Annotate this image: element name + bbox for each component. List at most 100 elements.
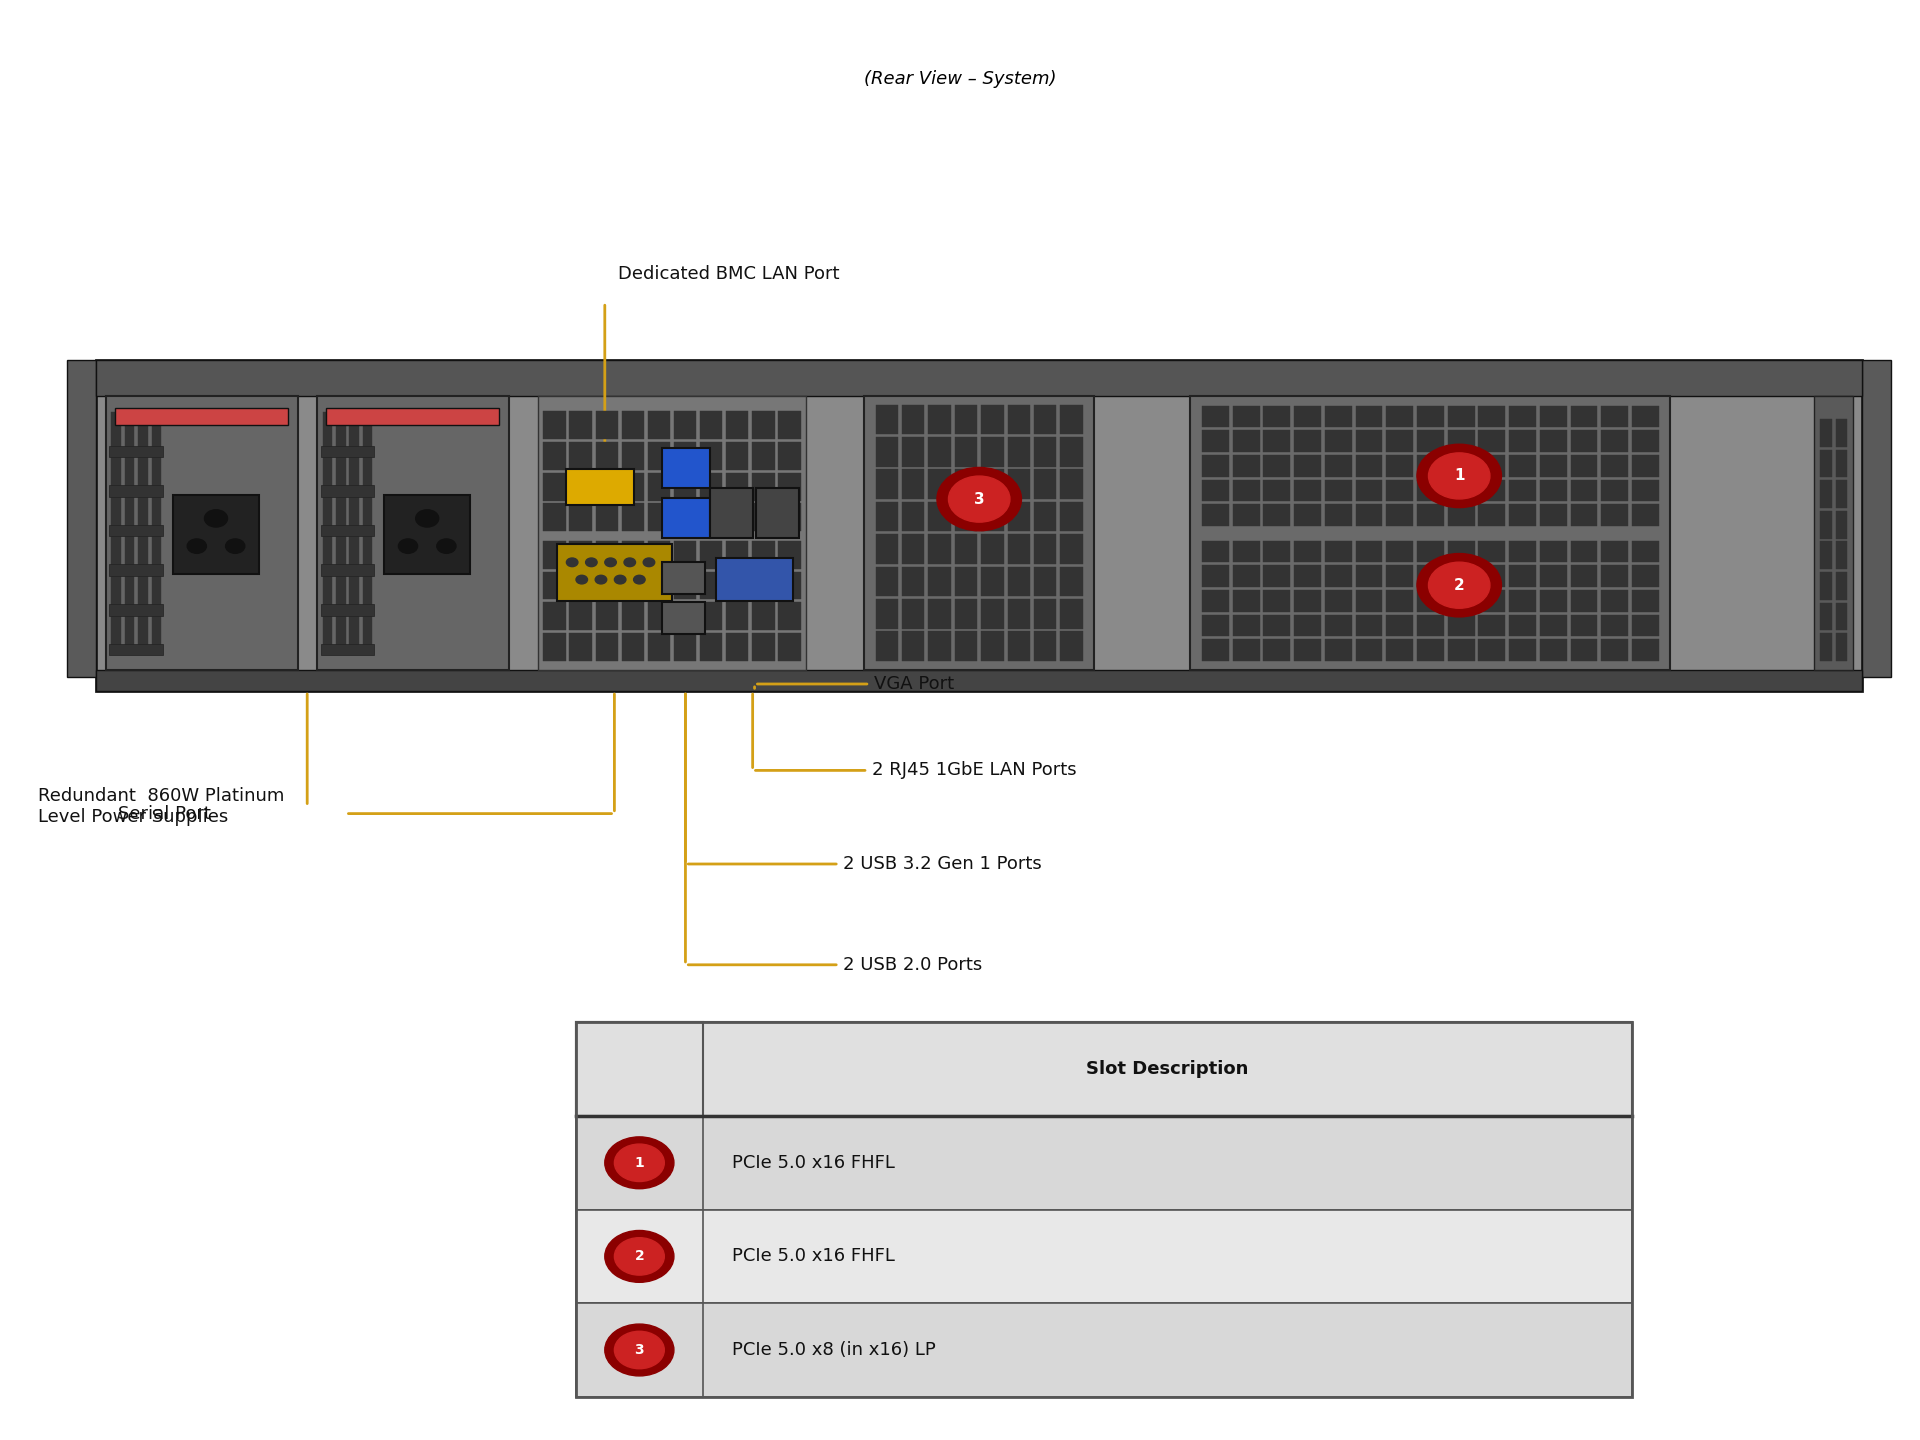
Bar bbox=[726, 634, 749, 661]
Circle shape bbox=[614, 1331, 664, 1368]
Bar bbox=[576, 1116, 1632, 1210]
Bar bbox=[1540, 406, 1567, 428]
Bar bbox=[1509, 639, 1536, 661]
Bar bbox=[622, 504, 643, 531]
Bar bbox=[1325, 504, 1352, 526]
Bar bbox=[1060, 405, 1083, 435]
Bar bbox=[1202, 590, 1229, 612]
Bar bbox=[323, 575, 332, 613]
Bar bbox=[1294, 590, 1321, 612]
Bar bbox=[778, 634, 801, 661]
Bar bbox=[1632, 615, 1659, 636]
Bar bbox=[1033, 438, 1056, 467]
Bar bbox=[576, 1210, 1632, 1303]
Bar bbox=[1417, 504, 1444, 526]
Bar bbox=[1478, 639, 1505, 661]
Bar bbox=[1540, 639, 1567, 661]
Bar bbox=[1540, 566, 1567, 588]
Bar bbox=[595, 602, 618, 631]
Bar bbox=[321, 605, 374, 616]
Bar bbox=[1571, 504, 1597, 526]
Bar bbox=[622, 634, 643, 661]
Bar bbox=[1478, 504, 1505, 526]
Bar bbox=[726, 572, 749, 599]
Bar bbox=[1263, 406, 1290, 428]
Bar bbox=[595, 634, 618, 661]
Bar bbox=[701, 472, 722, 501]
Bar bbox=[1478, 590, 1505, 612]
Bar bbox=[929, 599, 950, 629]
Bar bbox=[576, 1116, 703, 1210]
Bar bbox=[323, 616, 332, 654]
Bar bbox=[1008, 631, 1031, 661]
Bar bbox=[576, 1210, 703, 1303]
Text: PCIe 5.0 x8 (in x16) LP: PCIe 5.0 x8 (in x16) LP bbox=[732, 1341, 935, 1359]
Bar bbox=[929, 566, 950, 596]
Bar bbox=[981, 566, 1004, 596]
Bar bbox=[1632, 431, 1659, 452]
Bar bbox=[1386, 480, 1413, 501]
Bar bbox=[111, 616, 121, 654]
Circle shape bbox=[399, 539, 419, 553]
Bar bbox=[1202, 566, 1229, 588]
Bar bbox=[1033, 599, 1056, 629]
Text: 2: 2 bbox=[634, 1250, 645, 1263]
Bar bbox=[125, 575, 134, 613]
Bar bbox=[1233, 504, 1260, 526]
Bar bbox=[336, 534, 346, 572]
Bar bbox=[1448, 455, 1475, 477]
Bar bbox=[622, 572, 643, 599]
Bar bbox=[1820, 541, 1832, 569]
Text: 2: 2 bbox=[1453, 577, 1465, 593]
Bar bbox=[1478, 540, 1505, 563]
Bar bbox=[674, 472, 697, 501]
Bar bbox=[1571, 615, 1597, 636]
Bar bbox=[1202, 504, 1229, 526]
Bar bbox=[647, 634, 670, 661]
Bar bbox=[336, 494, 346, 531]
Bar bbox=[1263, 431, 1290, 452]
Bar bbox=[1417, 406, 1444, 428]
Bar bbox=[570, 540, 591, 569]
Bar bbox=[1356, 566, 1382, 588]
Bar bbox=[778, 602, 801, 631]
Bar bbox=[1356, 590, 1382, 612]
Bar bbox=[1478, 615, 1505, 636]
Bar bbox=[1386, 566, 1413, 588]
Bar bbox=[753, 504, 774, 531]
Bar bbox=[1294, 431, 1321, 452]
Bar bbox=[726, 504, 749, 531]
Bar bbox=[674, 634, 697, 661]
Bar bbox=[336, 452, 346, 491]
Bar bbox=[1294, 639, 1321, 661]
Bar bbox=[538, 396, 806, 670]
Bar bbox=[1601, 590, 1628, 612]
Bar bbox=[1202, 615, 1229, 636]
Bar bbox=[1509, 504, 1536, 526]
Bar bbox=[1060, 438, 1083, 467]
Bar bbox=[125, 534, 134, 572]
Bar bbox=[576, 1022, 1632, 1397]
Bar bbox=[138, 575, 148, 613]
Bar bbox=[1448, 615, 1475, 636]
Bar bbox=[595, 442, 618, 469]
Bar bbox=[1632, 406, 1659, 428]
Bar bbox=[1325, 455, 1352, 477]
Bar bbox=[349, 616, 359, 654]
Circle shape bbox=[204, 510, 227, 527]
Bar bbox=[902, 503, 924, 531]
Bar bbox=[1263, 540, 1290, 563]
Bar bbox=[1294, 455, 1321, 477]
Bar bbox=[778, 504, 801, 531]
Bar bbox=[876, 534, 899, 564]
Bar bbox=[674, 504, 697, 531]
Circle shape bbox=[948, 477, 1010, 523]
Text: Slot Description: Slot Description bbox=[1087, 1060, 1248, 1079]
Bar bbox=[1202, 540, 1229, 563]
Bar bbox=[323, 452, 332, 491]
Bar bbox=[753, 572, 774, 599]
Bar bbox=[1386, 540, 1413, 563]
Bar bbox=[1540, 590, 1567, 612]
Bar bbox=[647, 472, 670, 501]
Bar bbox=[125, 616, 134, 654]
